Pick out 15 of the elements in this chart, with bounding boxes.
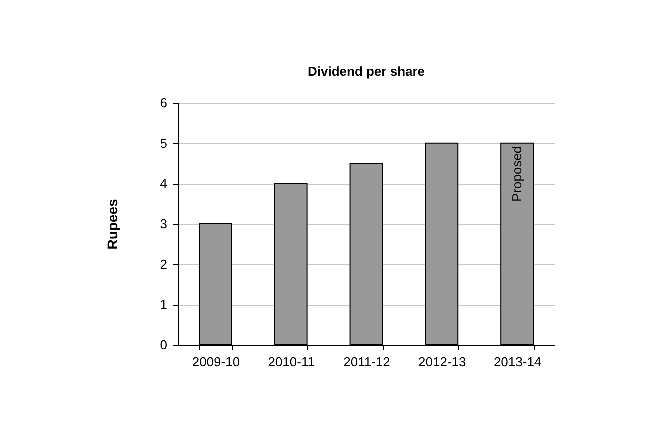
annotation: Proposed bbox=[509, 146, 524, 202]
x-tick-label: 2011-12 bbox=[344, 354, 390, 370]
y-tick-label: 6 bbox=[160, 96, 168, 110]
y-tick-label: 2 bbox=[160, 256, 168, 272]
y-tick-label: 4 bbox=[160, 176, 168, 192]
x-tick-label: 2013-14 bbox=[494, 354, 542, 370]
x-tick-label: 2010-11 bbox=[268, 354, 315, 370]
y-tick-label: 0 bbox=[160, 338, 168, 352]
y-tick-label: 1 bbox=[160, 297, 168, 312]
chart-title: Dividend per share bbox=[308, 64, 426, 79]
x-tick-label: 2009-10 bbox=[192, 354, 240, 370]
y-tick-label: 5 bbox=[160, 136, 168, 151]
y-axis-title: Rupees bbox=[104, 199, 120, 250]
y-tick-label: 3 bbox=[160, 216, 168, 232]
x-tick-label: 2012-13 bbox=[418, 354, 466, 370]
